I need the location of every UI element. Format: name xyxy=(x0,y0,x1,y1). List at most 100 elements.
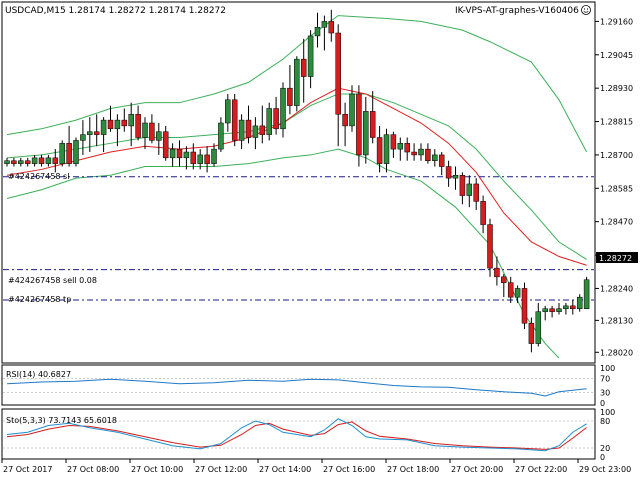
rsi-axis: 100 70 300 xyxy=(600,364,615,408)
candle-body xyxy=(335,32,341,115)
candle-body xyxy=(300,58,307,77)
candle xyxy=(514,285,521,303)
candle xyxy=(438,152,445,176)
smiley-icon xyxy=(581,5,591,15)
candle-body xyxy=(252,125,259,138)
price-tick-label: 1.28470 xyxy=(600,218,633,227)
candle-body xyxy=(38,157,45,164)
candle-body xyxy=(452,174,459,179)
candle-body xyxy=(266,108,272,135)
candle xyxy=(376,125,383,173)
candle-body xyxy=(93,131,100,135)
candle xyxy=(480,195,486,234)
time-tick-label: 27 Oct 08:00 xyxy=(67,465,119,474)
candle-body xyxy=(501,276,507,283)
stoch-label: Sto(5,3,3) 73.7143 65.6018 xyxy=(6,416,117,425)
tp-label: #424267458 tp xyxy=(8,295,71,304)
candle-body xyxy=(480,201,486,225)
candle-body xyxy=(24,160,31,164)
time-tick-label: 27 Oct 22:00 xyxy=(515,465,567,474)
price-tick-label: 1.28585 xyxy=(600,184,633,193)
symbol-title: USDCAD,M15 1.28174 1.28272 1.28174 1.282… xyxy=(5,6,226,16)
candle-body xyxy=(107,119,114,130)
stoch-tick-label: 80 xyxy=(600,417,610,426)
candle xyxy=(501,273,507,298)
candle xyxy=(169,143,176,167)
candle xyxy=(576,294,583,312)
candle xyxy=(135,105,141,141)
candle xyxy=(225,93,231,132)
candle xyxy=(321,15,328,51)
price-tick-label: 1.29045 xyxy=(600,51,633,60)
candle xyxy=(149,114,155,144)
candle-body xyxy=(369,111,376,138)
main-chart-area[interactable] xyxy=(1,1,596,364)
candle xyxy=(87,117,93,153)
candle xyxy=(452,166,459,190)
candle xyxy=(176,140,183,167)
candle-body xyxy=(218,122,224,150)
candle-body xyxy=(459,174,466,196)
candle-body xyxy=(507,282,514,298)
bollinger-upper-line xyxy=(6,15,588,153)
price-tick-label: 1.28700 xyxy=(600,151,633,160)
candle xyxy=(18,157,24,167)
candle xyxy=(107,105,114,132)
candle-body xyxy=(542,308,548,312)
candle-body xyxy=(307,35,314,77)
candle xyxy=(59,140,65,167)
moving-average xyxy=(6,87,587,266)
candle-body xyxy=(121,119,128,127)
candle-body xyxy=(411,151,417,156)
ma-line xyxy=(6,87,587,266)
candle xyxy=(473,178,479,211)
sell-label: #424267458 sell 0.08 xyxy=(8,276,97,285)
candle xyxy=(142,117,148,150)
candle xyxy=(24,157,31,167)
candle-body xyxy=(162,131,169,159)
current-price-tag: 1.28272 xyxy=(596,252,638,263)
candle-body xyxy=(390,134,397,150)
rsi-tick-label: 70 xyxy=(600,375,610,384)
stoch-tick-label: 0 xyxy=(600,453,605,462)
candle xyxy=(114,114,121,147)
candle xyxy=(38,154,45,167)
rsi-panel[interactable] xyxy=(1,364,596,406)
candle xyxy=(31,154,38,167)
candle-body xyxy=(314,26,321,37)
candle-body xyxy=(66,143,72,164)
sl-label: #424267458 sl xyxy=(8,172,69,181)
time-tick-label: 27 Oct 18:00 xyxy=(387,465,439,474)
candle xyxy=(197,149,203,170)
candle-body xyxy=(432,154,438,161)
candle xyxy=(11,157,17,167)
time-tick-label: 27 Oct 16:00 xyxy=(323,465,375,474)
candle xyxy=(280,82,286,138)
candle xyxy=(162,125,169,161)
candle xyxy=(259,105,266,144)
candle-body xyxy=(397,143,404,150)
candle-body xyxy=(100,119,107,135)
price-tick-label: 1.28130 xyxy=(600,316,633,325)
candle-body xyxy=(425,148,431,161)
candle-body xyxy=(487,224,493,269)
candle-body xyxy=(190,151,197,164)
price-tick-label: 1.28815 xyxy=(600,118,633,127)
candle-body xyxy=(383,134,390,164)
candle-body xyxy=(135,114,141,138)
candle xyxy=(231,93,238,147)
candle-body xyxy=(176,148,183,159)
rsi-tick-label: 100 xyxy=(600,364,615,373)
candle xyxy=(542,305,548,321)
candle-body xyxy=(363,111,369,156)
candle xyxy=(583,276,590,310)
candle-body xyxy=(142,122,148,138)
candle-body xyxy=(11,160,17,164)
candle xyxy=(404,137,410,161)
candle xyxy=(183,146,190,170)
stoch-panel[interactable] xyxy=(1,408,596,460)
candle xyxy=(556,302,562,315)
candle-body xyxy=(466,183,473,196)
candle xyxy=(307,30,314,89)
candle xyxy=(287,64,293,115)
